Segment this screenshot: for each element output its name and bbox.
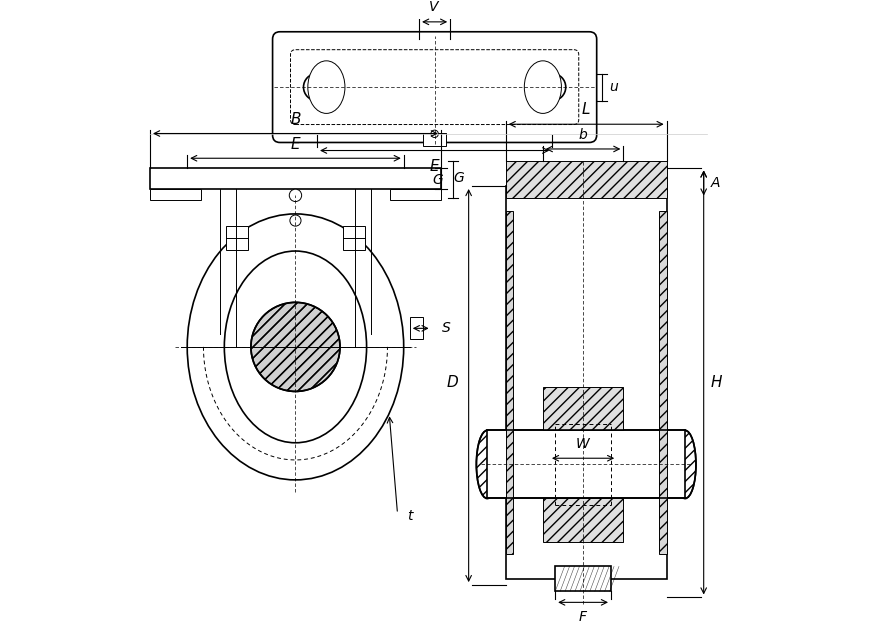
- Circle shape: [431, 130, 438, 137]
- Bar: [555, 567, 611, 591]
- Circle shape: [290, 189, 301, 201]
- Text: $F$: $F$: [578, 610, 588, 624]
- Bar: [506, 161, 667, 199]
- Text: $t$: $t$: [407, 509, 415, 523]
- Bar: [390, 189, 441, 200]
- Bar: [659, 211, 667, 554]
- Ellipse shape: [524, 61, 561, 113]
- Text: $E$: $E$: [429, 158, 441, 174]
- Bar: [506, 186, 667, 579]
- Circle shape: [290, 215, 301, 226]
- Text: $V$: $V$: [428, 1, 441, 15]
- Circle shape: [547, 82, 557, 92]
- Bar: [543, 387, 623, 431]
- Text: $L$: $L$: [581, 101, 591, 117]
- Circle shape: [303, 73, 331, 101]
- Text: $S$: $S$: [441, 321, 451, 335]
- Circle shape: [251, 302, 340, 392]
- Text: $A$: $A$: [710, 176, 721, 190]
- Text: $D$: $D$: [446, 374, 460, 390]
- Text: $B$: $B$: [290, 111, 301, 127]
- Text: $G$: $G$: [453, 171, 465, 185]
- Text: $W$: $W$: [575, 437, 591, 450]
- Circle shape: [312, 82, 322, 92]
- Bar: [150, 189, 201, 200]
- Text: $u$: $u$: [609, 80, 620, 94]
- FancyBboxPatch shape: [273, 32, 596, 142]
- Bar: [506, 211, 513, 554]
- Ellipse shape: [477, 431, 498, 498]
- Text: $E$: $E$: [290, 136, 301, 152]
- Bar: [225, 226, 248, 250]
- Ellipse shape: [187, 214, 404, 480]
- Bar: [487, 431, 685, 498]
- Circle shape: [538, 73, 566, 101]
- Bar: [424, 132, 446, 146]
- Text: $H$: $H$: [710, 374, 723, 390]
- Ellipse shape: [308, 61, 345, 113]
- FancyBboxPatch shape: [150, 167, 441, 189]
- Bar: [543, 498, 623, 542]
- Text: $G$: $G$: [432, 173, 444, 187]
- Text: $b$: $b$: [578, 127, 588, 142]
- Bar: [343, 226, 366, 250]
- Ellipse shape: [674, 431, 696, 498]
- Ellipse shape: [224, 251, 367, 443]
- Bar: [409, 317, 424, 339]
